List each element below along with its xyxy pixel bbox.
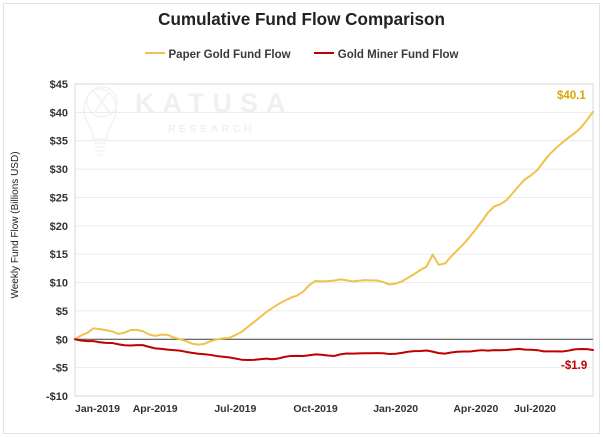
svg-text:-$10: -$10 [46, 391, 68, 403]
svg-text:$40.1: $40.1 [557, 90, 586, 102]
svg-text:$25: $25 [50, 192, 68, 204]
svg-text:Apr-2019: Apr-2019 [133, 403, 178, 415]
svg-text:Jul-2020: Jul-2020 [514, 403, 556, 415]
svg-text:$35: $35 [50, 136, 68, 148]
svg-text:$5: $5 [56, 306, 68, 318]
svg-text:KATUSA: KATUSA [135, 88, 294, 118]
svg-text:-$5: -$5 [52, 363, 68, 375]
svg-text:$0: $0 [56, 334, 68, 346]
svg-text:Apr-2020: Apr-2020 [453, 403, 498, 415]
svg-text:$30: $30 [50, 164, 68, 176]
svg-text:$45: $45 [50, 79, 68, 91]
svg-text:Jan-2020: Jan-2020 [373, 403, 418, 415]
svg-text:$10: $10 [50, 278, 68, 290]
svg-text:RESEARCH: RESEARCH [168, 123, 255, 135]
svg-text:$40: $40 [50, 107, 68, 119]
svg-text:$15: $15 [50, 249, 68, 261]
svg-text:Jul-2019: Jul-2019 [214, 403, 256, 415]
svg-text:$20: $20 [50, 221, 68, 233]
svg-text:Jan-2019: Jan-2019 [75, 403, 120, 415]
svg-text:-$1.9: -$1.9 [561, 360, 587, 372]
svg-text:Oct-2019: Oct-2019 [293, 403, 338, 415]
